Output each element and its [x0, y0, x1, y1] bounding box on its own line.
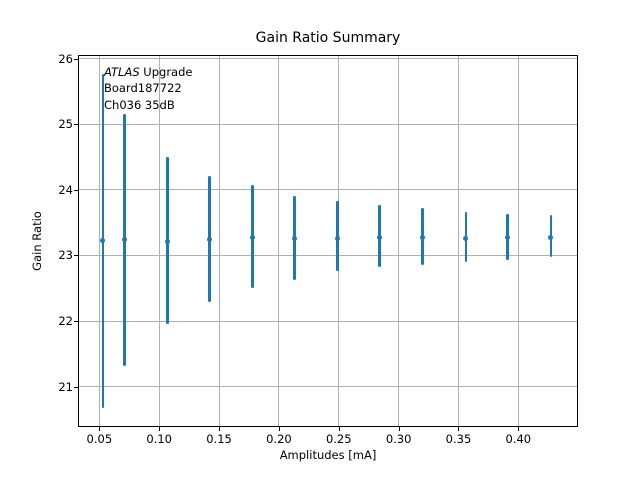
x-tick-mark	[398, 427, 400, 431]
y-axis-label: Gain Ratio	[30, 211, 44, 271]
y-gridline	[79, 123, 577, 125]
x-tick-mark	[219, 427, 221, 431]
x-tick-label: 0.10	[146, 432, 173, 446]
annotation-line-1: ATLAS Upgrade	[104, 64, 192, 80]
y-tick-mark	[74, 189, 78, 191]
y-tick-mark	[74, 386, 78, 388]
y-gridline	[79, 254, 577, 256]
annotation: ATLAS Upgrade Board187722 Ch036 35dB	[104, 64, 192, 113]
y-gridline	[79, 320, 577, 322]
y-tick-mark	[74, 58, 78, 60]
annotation-line-3: Ch036 35dB	[104, 97, 175, 112]
x-gridline	[158, 56, 160, 426]
data-point	[100, 237, 106, 243]
x-tick-mark	[159, 427, 161, 431]
x-gridline	[218, 56, 220, 426]
data-point	[463, 235, 469, 241]
x-tick-mark	[458, 427, 460, 431]
data-point	[420, 235, 426, 241]
x-gridline	[457, 56, 459, 426]
x-tick-mark	[278, 427, 280, 431]
x-tick-label: 0.35	[445, 432, 472, 446]
x-tick-label: 0.40	[505, 432, 532, 446]
y-tick-mark	[74, 321, 78, 323]
data-point	[250, 234, 256, 240]
x-tick-mark	[518, 427, 520, 431]
x-axis-label: Amplitudes [mA]	[279, 448, 377, 462]
data-point	[165, 238, 171, 244]
x-gridline	[398, 56, 400, 426]
data-point	[548, 234, 554, 240]
y-gridline	[79, 386, 577, 388]
plot-area	[79, 56, 577, 426]
y-tick-mark	[74, 124, 78, 126]
y-gridline	[79, 58, 577, 60]
annotation-line-2: Board187722	[104, 81, 182, 96]
x-gridline	[278, 56, 280, 426]
x-tick-label: 0.05	[86, 432, 113, 446]
x-gridline	[517, 56, 519, 426]
data-point	[291, 235, 297, 241]
y-tick-mark	[74, 255, 78, 257]
data-point	[505, 235, 511, 241]
data-point	[335, 235, 341, 241]
y-tick-label: 22	[58, 314, 73, 329]
x-tick-mark	[338, 427, 340, 431]
x-tick-label: 0.15	[206, 432, 232, 446]
annotation-experiment-name: ATLAS	[104, 65, 140, 79]
x-tick-label: 0.25	[325, 432, 352, 446]
y-tick-label: 26	[58, 51, 73, 66]
y-gridline	[79, 189, 577, 191]
data-point	[121, 237, 127, 243]
x-tick-label: 0.30	[385, 432, 412, 446]
chart-title: Gain Ratio Summary	[255, 30, 401, 46]
x-tick-mark	[99, 427, 101, 431]
y-tick-label: 23	[58, 248, 73, 263]
y-tick-label: 21	[58, 379, 73, 394]
annotation-upgrade-text: Upgrade	[139, 65, 193, 79]
x-gridline	[338, 56, 340, 426]
x-gridline	[98, 56, 100, 426]
x-tick-label: 0.20	[266, 432, 292, 446]
y-tick-label: 24	[58, 182, 73, 197]
y-tick-label: 25	[58, 117, 73, 132]
data-point	[376, 235, 382, 241]
data-point	[206, 236, 212, 242]
